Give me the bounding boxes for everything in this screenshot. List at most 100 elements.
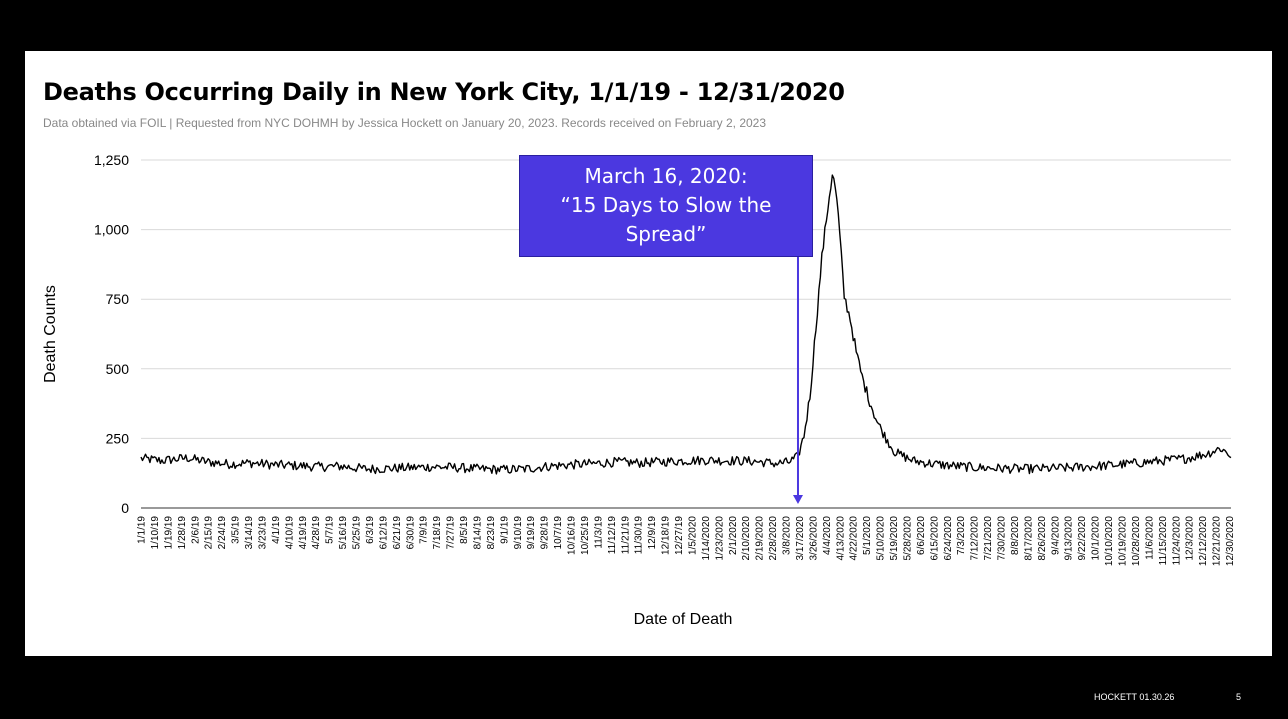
x-tick-label: 1/1/19 [137,516,148,544]
x-tick-label: 3/5/19 [231,516,242,544]
x-tick-label: 5/1/2020 [862,516,873,555]
x-tick-label: 6/15/2020 [929,516,940,561]
x-axis-title: Date of Death [634,611,733,628]
x-tick-label: 3/17/2020 [795,516,806,561]
x-tick-label: 11/24/2020 [1171,516,1182,566]
annotation-text: March 16, 2020: “15 Days to Slow the Spr… [560,164,772,246]
x-tick-label: 5/25/19 [352,516,363,550]
x-tick-label: 9/10/19 [513,516,524,550]
x-tick-label: 1/5/2020 [687,516,698,555]
slide-footer: HOCKETT 01.30.26 [1094,692,1175,702]
y-tick-label: 250 [106,430,130,446]
x-tick-label: 8/14/19 [472,516,483,550]
x-tick-label: 4/22/2020 [849,516,860,561]
x-tick-label: 9/13/2020 [1064,516,1075,561]
x-tick-label: 4/13/2020 [835,516,846,561]
annotation-box: March 16, 2020: “15 Days to Slow the Spr… [519,155,813,257]
x-tick-label: 2/10/2020 [741,516,752,561]
x-tick-label: 1/10/19 [150,516,161,550]
x-tick-label: 5/28/2020 [902,516,913,561]
x-tick-label: 11/30/19 [634,516,645,555]
x-tick-label: 4/19/19 [298,516,309,550]
x-tick-label: 4/10/19 [284,516,295,550]
x-tick-label: 7/30/2020 [997,516,1008,561]
x-tick-label: 8/26/2020 [1037,516,1048,561]
x-tick-label: 1/23/2020 [714,516,725,561]
x-tick-label: 8/17/2020 [1023,516,1034,561]
x-tick-label: 6/3/19 [365,516,376,544]
x-tick-label: 7/27/19 [446,516,457,550]
series-line [140,174,1232,475]
x-tick-label: 4/1/19 [271,516,282,544]
x-tick-label: 9/28/19 [540,516,551,550]
x-tick-label: 1/19/19 [163,516,174,550]
x-tick-label: 10/25/19 [580,516,591,555]
x-tick-label: 6/6/2020 [916,516,927,555]
y-tick-label: 0 [121,500,129,516]
x-tick-label: 3/26/2020 [808,516,819,561]
x-tick-label: 10/10/2020 [1104,516,1115,566]
x-tick-label: 6/30/19 [405,516,416,550]
y-axis-title: Death Counts [42,285,59,383]
x-tick-label: 7/3/2020 [956,516,967,555]
y-tick-label: 1,250 [94,152,129,168]
x-tick-label: 5/7/19 [325,516,336,544]
x-tick-label: 8/8/2020 [1010,516,1021,555]
x-tick-label: 12/21/2020 [1212,516,1223,566]
x-tick-label: 7/12/2020 [970,516,981,561]
x-tick-label: 12/18/19 [661,516,672,555]
annotation-arrow-head [792,495,803,504]
slide-page-number: 5 [1236,692,1242,702]
x-tick-label: 10/19/2020 [1118,516,1129,566]
x-tick-label: 9/19/19 [526,516,537,550]
x-tick-label: 12/9/19 [647,516,658,550]
chart-title: Deaths Occurring Daily in New York City,… [43,78,845,106]
x-tick-label: 11/15/2020 [1158,516,1169,566]
x-tick-label: 10/28/2020 [1131,516,1142,566]
x-tick-label: 3/14/19 [244,516,255,550]
x-tick-label: 5/19/2020 [889,516,900,561]
x-tick-label: 3/23/19 [257,516,268,550]
x-tick-label: 10/1/2020 [1091,516,1102,561]
x-tick-label: 2/28/2020 [768,516,779,561]
x-tick-label: 12/12/2020 [1198,516,1209,566]
x-tick-label: 6/24/2020 [943,516,954,561]
chart-subtitle: Data obtained via FOIL | Requested from … [43,116,767,130]
x-tick-label: 10/16/19 [567,516,578,555]
x-tick-label: 12/3/2020 [1185,516,1196,561]
x-tick-label: 11/21/19 [620,516,631,555]
x-tick-label: 3/8/2020 [782,516,793,555]
x-tick-label: 6/12/19 [378,516,389,550]
x-tick-label: 11/3/19 [593,516,604,549]
x-tick-label: 2/24/19 [217,516,228,550]
x-tick-label: 9/4/2020 [1050,516,1061,555]
x-tick-label: 10/7/19 [553,516,564,550]
x-tick-label: 9/22/2020 [1077,516,1088,561]
x-tick-label: 2/15/19 [204,516,215,550]
x-tick-label: 6/21/19 [392,516,403,550]
x-tick-label: 4/28/19 [311,516,322,550]
x-tick-label: 8/23/19 [486,516,497,550]
x-tick-label: 4/4/2020 [822,516,833,555]
x-tick-label: 12/27/19 [674,516,685,555]
slide-card: Deaths Occurring Daily in New York City,… [25,51,1272,656]
x-tick-label: 7/21/2020 [983,516,994,561]
x-tick-label: 11/6/2020 [1144,516,1155,560]
x-tick-label: 12/30/2020 [1225,516,1236,566]
x-tick-label: 9/1/19 [499,516,510,544]
x-tick-label: 7/18/19 [432,516,443,550]
x-tick-label: 5/16/19 [338,516,349,550]
y-tick-label: 500 [106,361,130,377]
x-tick-label: 1/28/19 [177,516,188,550]
x-tick-label: 8/5/19 [459,516,470,544]
y-tick-label: 750 [106,291,130,307]
y-tick-label: 1,000 [94,222,129,238]
x-tick-label: 7/9/19 [419,516,430,544]
x-tick-label: 11/12/19 [607,516,618,555]
line-chart: 0 250 500 750 1,000 1,250 1/1/19 1/10/19 1/19/19… [42,152,1236,628]
x-tick-label: 2/1/2020 [728,516,739,555]
x-tick-label: 2/6/19 [190,516,201,544]
x-tick-label: 1/14/2020 [701,516,712,561]
x-tick-label: 2/19/2020 [755,516,766,561]
x-tick-label: 5/10/2020 [876,516,887,561]
